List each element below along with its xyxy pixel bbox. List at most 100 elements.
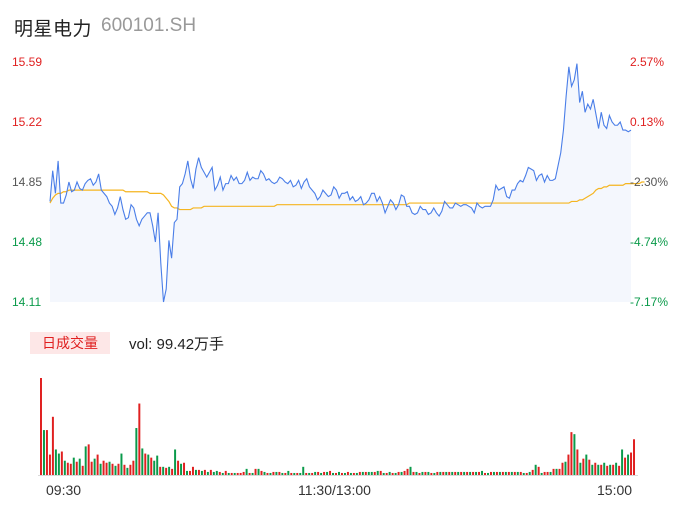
volume-bar <box>513 471 516 475</box>
volume-bar <box>522 472 525 475</box>
volume-bar <box>364 471 367 475</box>
volume-bar <box>108 461 111 475</box>
volume-bar <box>260 470 263 475</box>
volume-bar <box>558 468 561 475</box>
volume-bar <box>609 464 612 475</box>
volume-bar <box>159 466 162 475</box>
volume-bar <box>45 430 48 475</box>
volume-bar <box>460 471 463 475</box>
volume-bar <box>606 465 609 475</box>
volume-bar <box>126 467 129 475</box>
volume-bar <box>603 462 606 475</box>
volume-bar <box>591 464 594 475</box>
volume-bar <box>475 471 478 475</box>
volume-bar <box>561 462 564 475</box>
volume-bar <box>317 471 320 475</box>
volume-bar <box>618 465 621 475</box>
volume-bar <box>245 468 248 475</box>
volume-bar <box>594 462 597 475</box>
volume-bar <box>51 416 54 475</box>
volume-bar <box>174 449 177 475</box>
volume-bar <box>358 471 361 475</box>
volume-bar <box>600 464 603 475</box>
volume-bar <box>472 471 475 475</box>
volume-bar <box>209 469 212 475</box>
volume-bar <box>346 471 349 475</box>
volume-bar <box>42 430 45 475</box>
volume-bar <box>478 471 481 475</box>
volume-bar <box>454 471 457 475</box>
volume-bar <box>138 403 141 475</box>
volume-bar <box>349 472 352 475</box>
volume-bar <box>227 472 230 475</box>
volume-bar <box>370 471 373 475</box>
volume-bar <box>162 466 165 475</box>
volume-bar <box>612 464 615 475</box>
volume-bar <box>275 471 278 475</box>
volume-bar <box>409 466 412 475</box>
volume-bar <box>54 449 57 475</box>
volume-bar <box>501 471 504 475</box>
volume-bar <box>323 471 326 475</box>
volume-bar <box>406 468 409 475</box>
volume-bar <box>343 472 346 475</box>
volume-bar <box>281 472 284 475</box>
volume-bar <box>427 471 430 475</box>
volume-bar <box>293 472 296 475</box>
volume-bar <box>269 472 272 475</box>
volume-bar <box>633 439 635 475</box>
volume-bar <box>403 470 406 475</box>
volume-bar <box>197 469 200 475</box>
volume-bar <box>111 463 114 475</box>
volume-bar <box>132 460 135 475</box>
volume-bar <box>299 472 302 475</box>
volume-bar <box>236 472 239 475</box>
volume-bar <box>555 468 558 475</box>
volume-bar <box>314 471 317 475</box>
volume-bar <box>463 471 466 475</box>
y-tick-label: 15.59 <box>12 55 42 69</box>
volume-bar <box>421 471 424 475</box>
volume-bar <box>525 472 528 475</box>
volume-bar <box>382 472 385 475</box>
pct-tick-label: -7.17% <box>630 295 668 309</box>
volume-bar <box>72 457 75 475</box>
volume-bar <box>457 471 460 475</box>
volume-bar <box>582 458 585 475</box>
volume-bar <box>537 466 540 475</box>
volume-bar <box>117 463 120 475</box>
volume-bar <box>165 467 168 475</box>
volume-bar <box>93 458 96 475</box>
volume-bar <box>466 471 469 475</box>
x-tick-open: 09:30 <box>46 482 82 498</box>
volume-bar <box>412 471 415 475</box>
volume-bar <box>326 471 329 475</box>
price-chart: 15.59 15.22 14.85 14.48 14.11 2.57% 0.13% -2.30… <box>12 55 668 309</box>
price-line <box>49 63 632 303</box>
y-tick-label: 15.22 <box>12 115 42 129</box>
volume-bar <box>105 462 108 475</box>
volume-bar <box>507 471 510 475</box>
volume-bar <box>442 471 445 475</box>
volume-bar <box>400 471 403 475</box>
y-tick-label: 14.11 <box>12 295 41 309</box>
volume-bar <box>257 468 260 475</box>
volume-bar <box>448 471 451 475</box>
volume-bar <box>189 470 191 475</box>
volume-bar <box>278 471 281 475</box>
volume-bar <box>597 464 600 475</box>
volume-bar <box>540 472 543 475</box>
volume-value: vol: 99.42万手 <box>129 336 225 353</box>
volume-bar <box>332 472 335 475</box>
pct-tick-label: 0.13% <box>630 115 664 129</box>
volume-bar <box>621 449 624 475</box>
volume-bar <box>194 469 197 475</box>
volume-bar <box>546 471 549 475</box>
volume-bar <box>311 472 314 475</box>
volume-bar <box>78 458 81 475</box>
volume-bar <box>150 457 153 475</box>
volume-bar <box>308 472 311 475</box>
volume-bar <box>191 466 194 475</box>
volume-bar <box>266 472 269 475</box>
volume-bar <box>305 472 308 475</box>
